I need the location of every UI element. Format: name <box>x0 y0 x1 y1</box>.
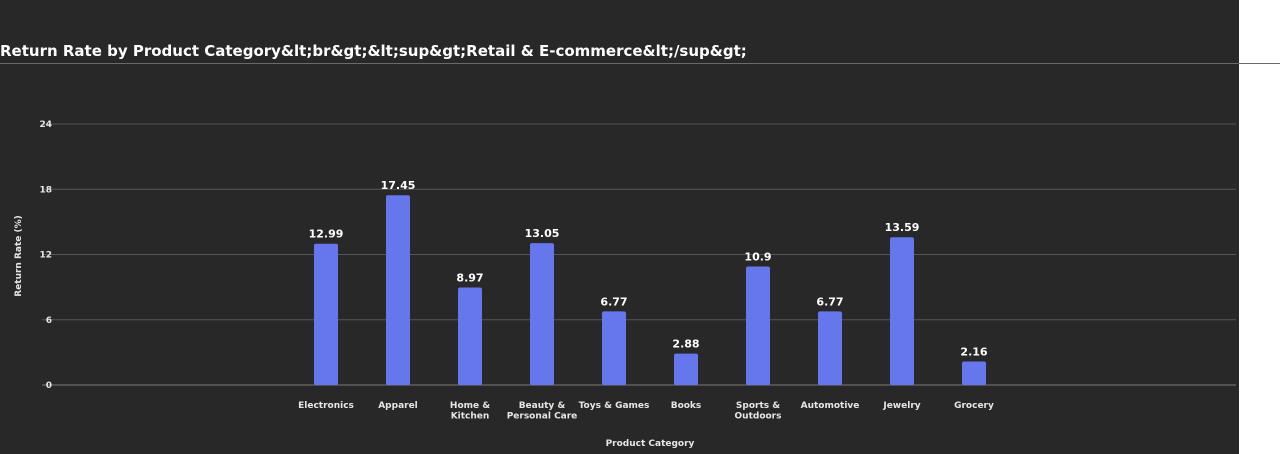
data-label: 13.05 <box>525 227 560 240</box>
data-label: 6.77 <box>816 295 843 308</box>
data-label: 8.97 <box>456 271 483 284</box>
bar <box>530 243 554 385</box>
category-label: Jewelry <box>882 401 920 411</box>
data-label: 6.77 <box>600 295 627 308</box>
y-tick-label: 18 <box>39 185 52 195</box>
bar <box>314 243 338 385</box>
category-label: Personal Care <box>507 412 578 422</box>
y-tick-label: 24 <box>39 120 52 130</box>
x-axis-title: Product Category <box>606 439 695 449</box>
bar <box>818 311 842 385</box>
data-label: 2.16 <box>960 346 987 359</box>
category-label: Sports & <box>736 401 780 411</box>
bar <box>386 195 410 385</box>
category-label: Outdoors <box>735 412 782 422</box>
y-tick-label: 12 <box>39 251 52 261</box>
category-label: Beauty & <box>519 401 566 411</box>
bar <box>674 353 698 385</box>
bar <box>458 287 482 385</box>
category-labels: Electronics Apparel Home &Kitchen Beauty &P… <box>298 401 994 422</box>
category-label: Electronics <box>298 401 354 411</box>
bar <box>602 311 626 385</box>
bars <box>314 195 986 385</box>
category-label: Apparel <box>378 401 418 411</box>
data-label: 10.9 <box>744 250 771 263</box>
data-label: 2.88 <box>672 338 699 351</box>
bar-chart: 0 6 12 18 24 12.99 17.45 8.97 13.05 6.77 2.88 10.9… <box>14 120 1236 449</box>
y-tick-labels: 0 6 12 18 24 <box>39 120 52 391</box>
y-tick-label: 6 <box>46 316 52 326</box>
title-divider <box>0 63 1280 64</box>
data-label: 17.45 <box>381 179 416 192</box>
bar <box>962 361 986 385</box>
category-label: Automotive <box>801 401 860 411</box>
category-label: Kitchen <box>451 412 490 422</box>
data-labels: 12.99 17.45 8.97 13.05 6.77 2.88 10.9 6.77 13.59… <box>309 179 988 358</box>
gridlines <box>42 123 1236 386</box>
y-axis-title: Return Rate (%) <box>14 215 24 297</box>
bar <box>746 266 770 385</box>
y-tick-label: 0 <box>46 381 52 391</box>
bar <box>890 237 914 385</box>
category-label: Home & <box>450 401 490 411</box>
category-label: Toys & Games <box>579 401 650 411</box>
category-label: Books <box>671 401 702 411</box>
data-label: 12.99 <box>309 228 344 241</box>
data-label: 13.59 <box>885 221 920 234</box>
chart-title: Return Rate by Product Category&lt;br&gt… <box>0 42 747 60</box>
category-label: Grocery <box>954 401 994 411</box>
